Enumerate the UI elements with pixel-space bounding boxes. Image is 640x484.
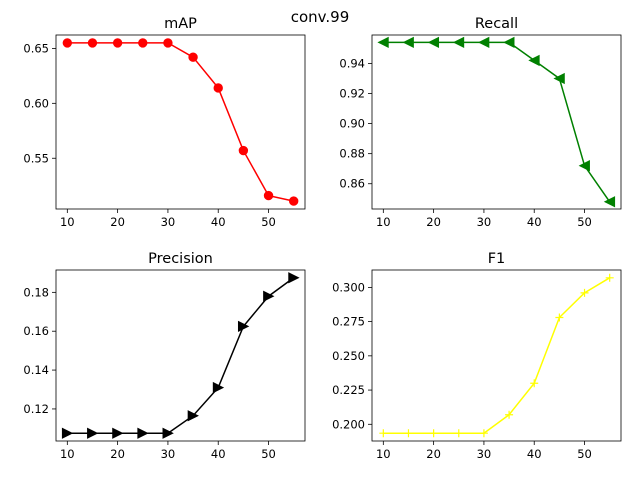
- data-point: [263, 190, 274, 201]
- data-point: [429, 429, 438, 438]
- subplot-1: mAP 10 20 30 40 50 0.55 0.60 0.65: [23, 16, 306, 229]
- y-tick-label: 0.275: [332, 315, 365, 329]
- subplot-4: F1 10 20 30 40 50 0.200 0.225 0.250 0.275 0.300: [332, 251, 622, 461]
- subplot-2: Recall 10 20 30 40 50 0.86 0.88 0.90 0.92 0.94: [339, 16, 622, 229]
- x-tick-label: 40: [211, 215, 226, 229]
- x-tick-label: 30: [161, 447, 176, 461]
- subplot-title: Precision: [148, 251, 213, 267]
- x-tick-label: 30: [477, 447, 492, 461]
- data-point: [402, 36, 414, 49]
- axes-frame: [371, 269, 622, 442]
- data-point: [112, 427, 124, 439]
- data-point: [163, 38, 173, 48]
- data-point: [188, 52, 198, 62]
- x-tick-label: 40: [527, 215, 542, 229]
- series-line: [383, 277, 611, 434]
- x-tick-label: 30: [161, 215, 176, 229]
- data-point: [427, 36, 440, 49]
- data-point: [603, 196, 616, 208]
- data-point: [288, 196, 299, 206]
- data-point: [162, 427, 174, 439]
- y-tick-label: 0.86: [339, 177, 365, 191]
- y-tick-label: 0.250: [332, 349, 365, 363]
- y-tick-label: 0.200: [332, 417, 365, 431]
- x-tick-label: 30: [477, 215, 492, 229]
- data-point: [479, 429, 488, 438]
- y-tick-label: 0.60: [23, 96, 49, 110]
- data-point: [112, 38, 123, 48]
- subplot-title: F1: [488, 251, 506, 267]
- data-point: [187, 410, 199, 422]
- x-tick-label: 40: [527, 447, 542, 461]
- series-line: [383, 41, 611, 203]
- x-tick-label: 50: [577, 215, 592, 229]
- x-tick-label: 10: [376, 447, 391, 461]
- y-tick-label: 0.65: [23, 41, 49, 55]
- x-tick-label: 40: [211, 447, 226, 461]
- data-point: [87, 427, 99, 439]
- subplot-title: Recall: [475, 16, 518, 32]
- data-point: [62, 38, 73, 48]
- figure-suptitle: conv.99: [290, 8, 350, 26]
- data-point: [555, 313, 564, 322]
- x-tick-label: 10: [60, 215, 75, 229]
- y-tick-label: 0.225: [332, 383, 365, 397]
- subplot-3: Precision 10 20 30 40 50 0.12 0.14 0.16 0.18: [23, 251, 306, 461]
- data-point: [578, 160, 590, 172]
- y-tick-label: 0.55: [23, 151, 49, 165]
- y-tick-label: 0.94: [339, 56, 365, 70]
- data-point: [503, 36, 515, 49]
- data-point: [61, 427, 74, 439]
- data-point: [528, 54, 540, 67]
- data-point: [238, 145, 249, 156]
- data-point: [478, 36, 490, 49]
- x-tick-label: 20: [110, 215, 125, 229]
- data-point: [213, 83, 223, 93]
- x-tick-label: 20: [426, 215, 441, 229]
- data-point: [454, 429, 463, 438]
- data-point: [138, 38, 148, 48]
- axes-frame: [55, 34, 306, 210]
- y-tick-label: 0.14: [23, 363, 49, 377]
- series-line: [67, 277, 295, 434]
- y-tick-label: 0.92: [339, 87, 365, 101]
- data-point: [377, 36, 389, 49]
- subplot-title: mAP: [164, 16, 197, 32]
- y-tick-label: 0.16: [23, 324, 49, 338]
- x-tick-label: 50: [577, 447, 592, 461]
- y-tick-label: 0.88: [339, 147, 365, 161]
- x-tick-label: 20: [110, 447, 125, 461]
- data-point: [605, 273, 614, 282]
- data-point: [404, 429, 413, 438]
- y-tick-label: 0.90: [339, 117, 365, 131]
- x-tick-label: 10: [376, 215, 391, 229]
- data-point: [237, 320, 250, 332]
- y-tick-label: 0.18: [23, 285, 49, 299]
- data-point: [452, 36, 465, 49]
- data-point: [580, 288, 589, 297]
- axes-frame: [55, 269, 306, 442]
- data-point: [212, 381, 225, 394]
- data-point: [137, 427, 149, 439]
- data-point: [263, 290, 275, 302]
- data-point: [505, 410, 514, 419]
- x-tick-label: 50: [261, 215, 276, 229]
- y-tick-label: 0.12: [23, 402, 49, 416]
- x-tick-label: 50: [261, 447, 276, 461]
- data-point: [553, 72, 565, 85]
- x-tick-label: 20: [426, 447, 441, 461]
- data-point: [87, 38, 98, 48]
- data-point: [288, 272, 300, 284]
- x-tick-label: 10: [60, 447, 75, 461]
- axes-frame: [371, 34, 622, 210]
- data-point: [530, 379, 539, 388]
- y-tick-label: 0.300: [332, 280, 365, 294]
- data-point: [379, 429, 388, 438]
- series-line: [67, 42, 294, 202]
